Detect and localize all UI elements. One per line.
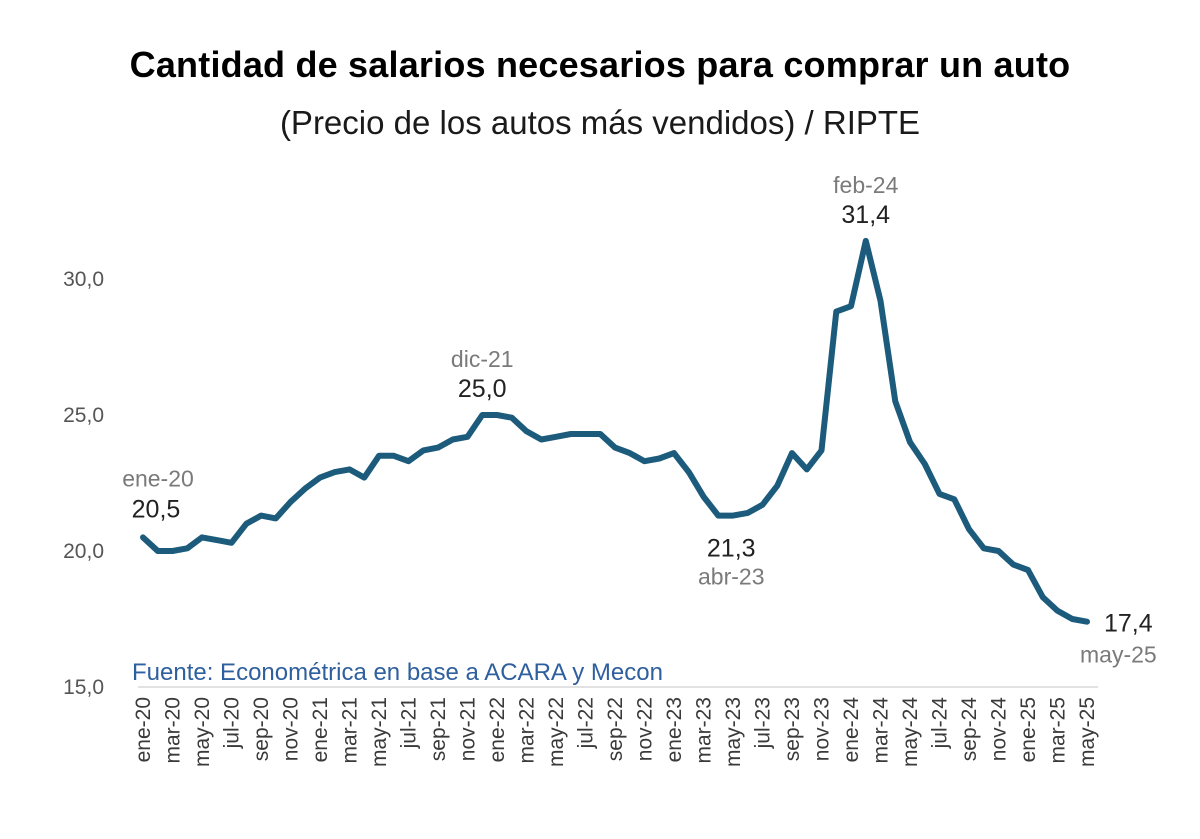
- x-tick-label: mar-20: [162, 697, 185, 764]
- x-tick-label: mar-25: [1047, 697, 1070, 764]
- x-tick-label: may-24: [899, 697, 922, 767]
- x-tick-label: sep-24: [958, 697, 981, 762]
- data-points: [141, 239, 1089, 624]
- series-line: [140, 237, 1090, 625]
- x-tick-label: nov-20: [280, 697, 303, 761]
- annotation-value: 20,5: [132, 495, 181, 523]
- x-tick-label: jul-22: [575, 697, 598, 749]
- x-tick-label: sep-22: [604, 697, 627, 761]
- x-tick-label: ene-23: [663, 697, 686, 762]
- x-tick-label: jul-24: [929, 697, 952, 750]
- chart-subtitle: (Precio de los autos más vendidos) / RIP…: [279, 104, 921, 141]
- x-tick-label: ene-22: [486, 697, 509, 762]
- y-tick-label: 15,0: [63, 676, 104, 699]
- annotation-value: 17,4: [1104, 610, 1153, 638]
- y-tick-label: 20,0: [63, 540, 104, 563]
- annotation-value: 31,4: [841, 201, 890, 229]
- annotation-date: feb-24: [833, 172, 898, 198]
- y-tick-label: 30,0: [63, 268, 104, 291]
- x-tick-label: jul-21: [398, 697, 421, 749]
- x-tick-label: may-25: [1076, 697, 1099, 767]
- x-tick-label: jul-20: [221, 697, 244, 749]
- x-tick-label: may-23: [722, 697, 745, 767]
- x-tick-label: nov-22: [634, 697, 657, 761]
- annotation-value: 21,3: [707, 535, 756, 563]
- x-tick-label: sep-21: [427, 697, 450, 761]
- annotation-value: 25,0: [458, 375, 507, 403]
- x-tick-label: nov-24: [988, 697, 1011, 762]
- annotation-date: may-25: [1080, 642, 1157, 668]
- chart-title: Cantidad de salarios necesarios para com…: [129, 44, 1071, 85]
- y-tick-label: 25,0: [63, 404, 104, 427]
- x-tick-label: may-22: [545, 697, 568, 767]
- x-tick-label: mar-23: [693, 697, 716, 764]
- x-tick-label: may-20: [191, 697, 214, 767]
- x-tick-label: jul-23: [752, 697, 775, 749]
- source-note: Fuente: Econométrica en base a ACARA y M…: [132, 659, 663, 686]
- y-axis: 15,0 20,0 25,0 30,0: [63, 268, 104, 699]
- x-tick-label: ene-25: [1017, 697, 1040, 762]
- x-tick-label: may-21: [368, 697, 391, 767]
- x-tick-label: ene-24: [840, 697, 863, 763]
- x-tick-label: ene-21: [309, 697, 332, 762]
- x-tick-label: mar-22: [516, 697, 539, 764]
- x-axis: ene-20 mar-20 may-20 jul-20 sep-20 nov-20 ene-…: [132, 697, 1099, 767]
- x-tick-label: mar-24: [870, 697, 893, 764]
- annotation-date: dic-21: [451, 346, 514, 372]
- x-tick-label: mar-21: [339, 697, 362, 764]
- x-tick-label: sep-23: [781, 697, 804, 761]
- x-tick-label: sep-20: [250, 697, 273, 761]
- x-tick-label: nov-23: [811, 697, 834, 761]
- annotation-date: ene-20: [122, 465, 194, 491]
- x-tick-label: nov-21: [457, 697, 480, 761]
- annotation-date: abr-23: [698, 564, 764, 590]
- x-tick-label: ene-20: [132, 697, 155, 762]
